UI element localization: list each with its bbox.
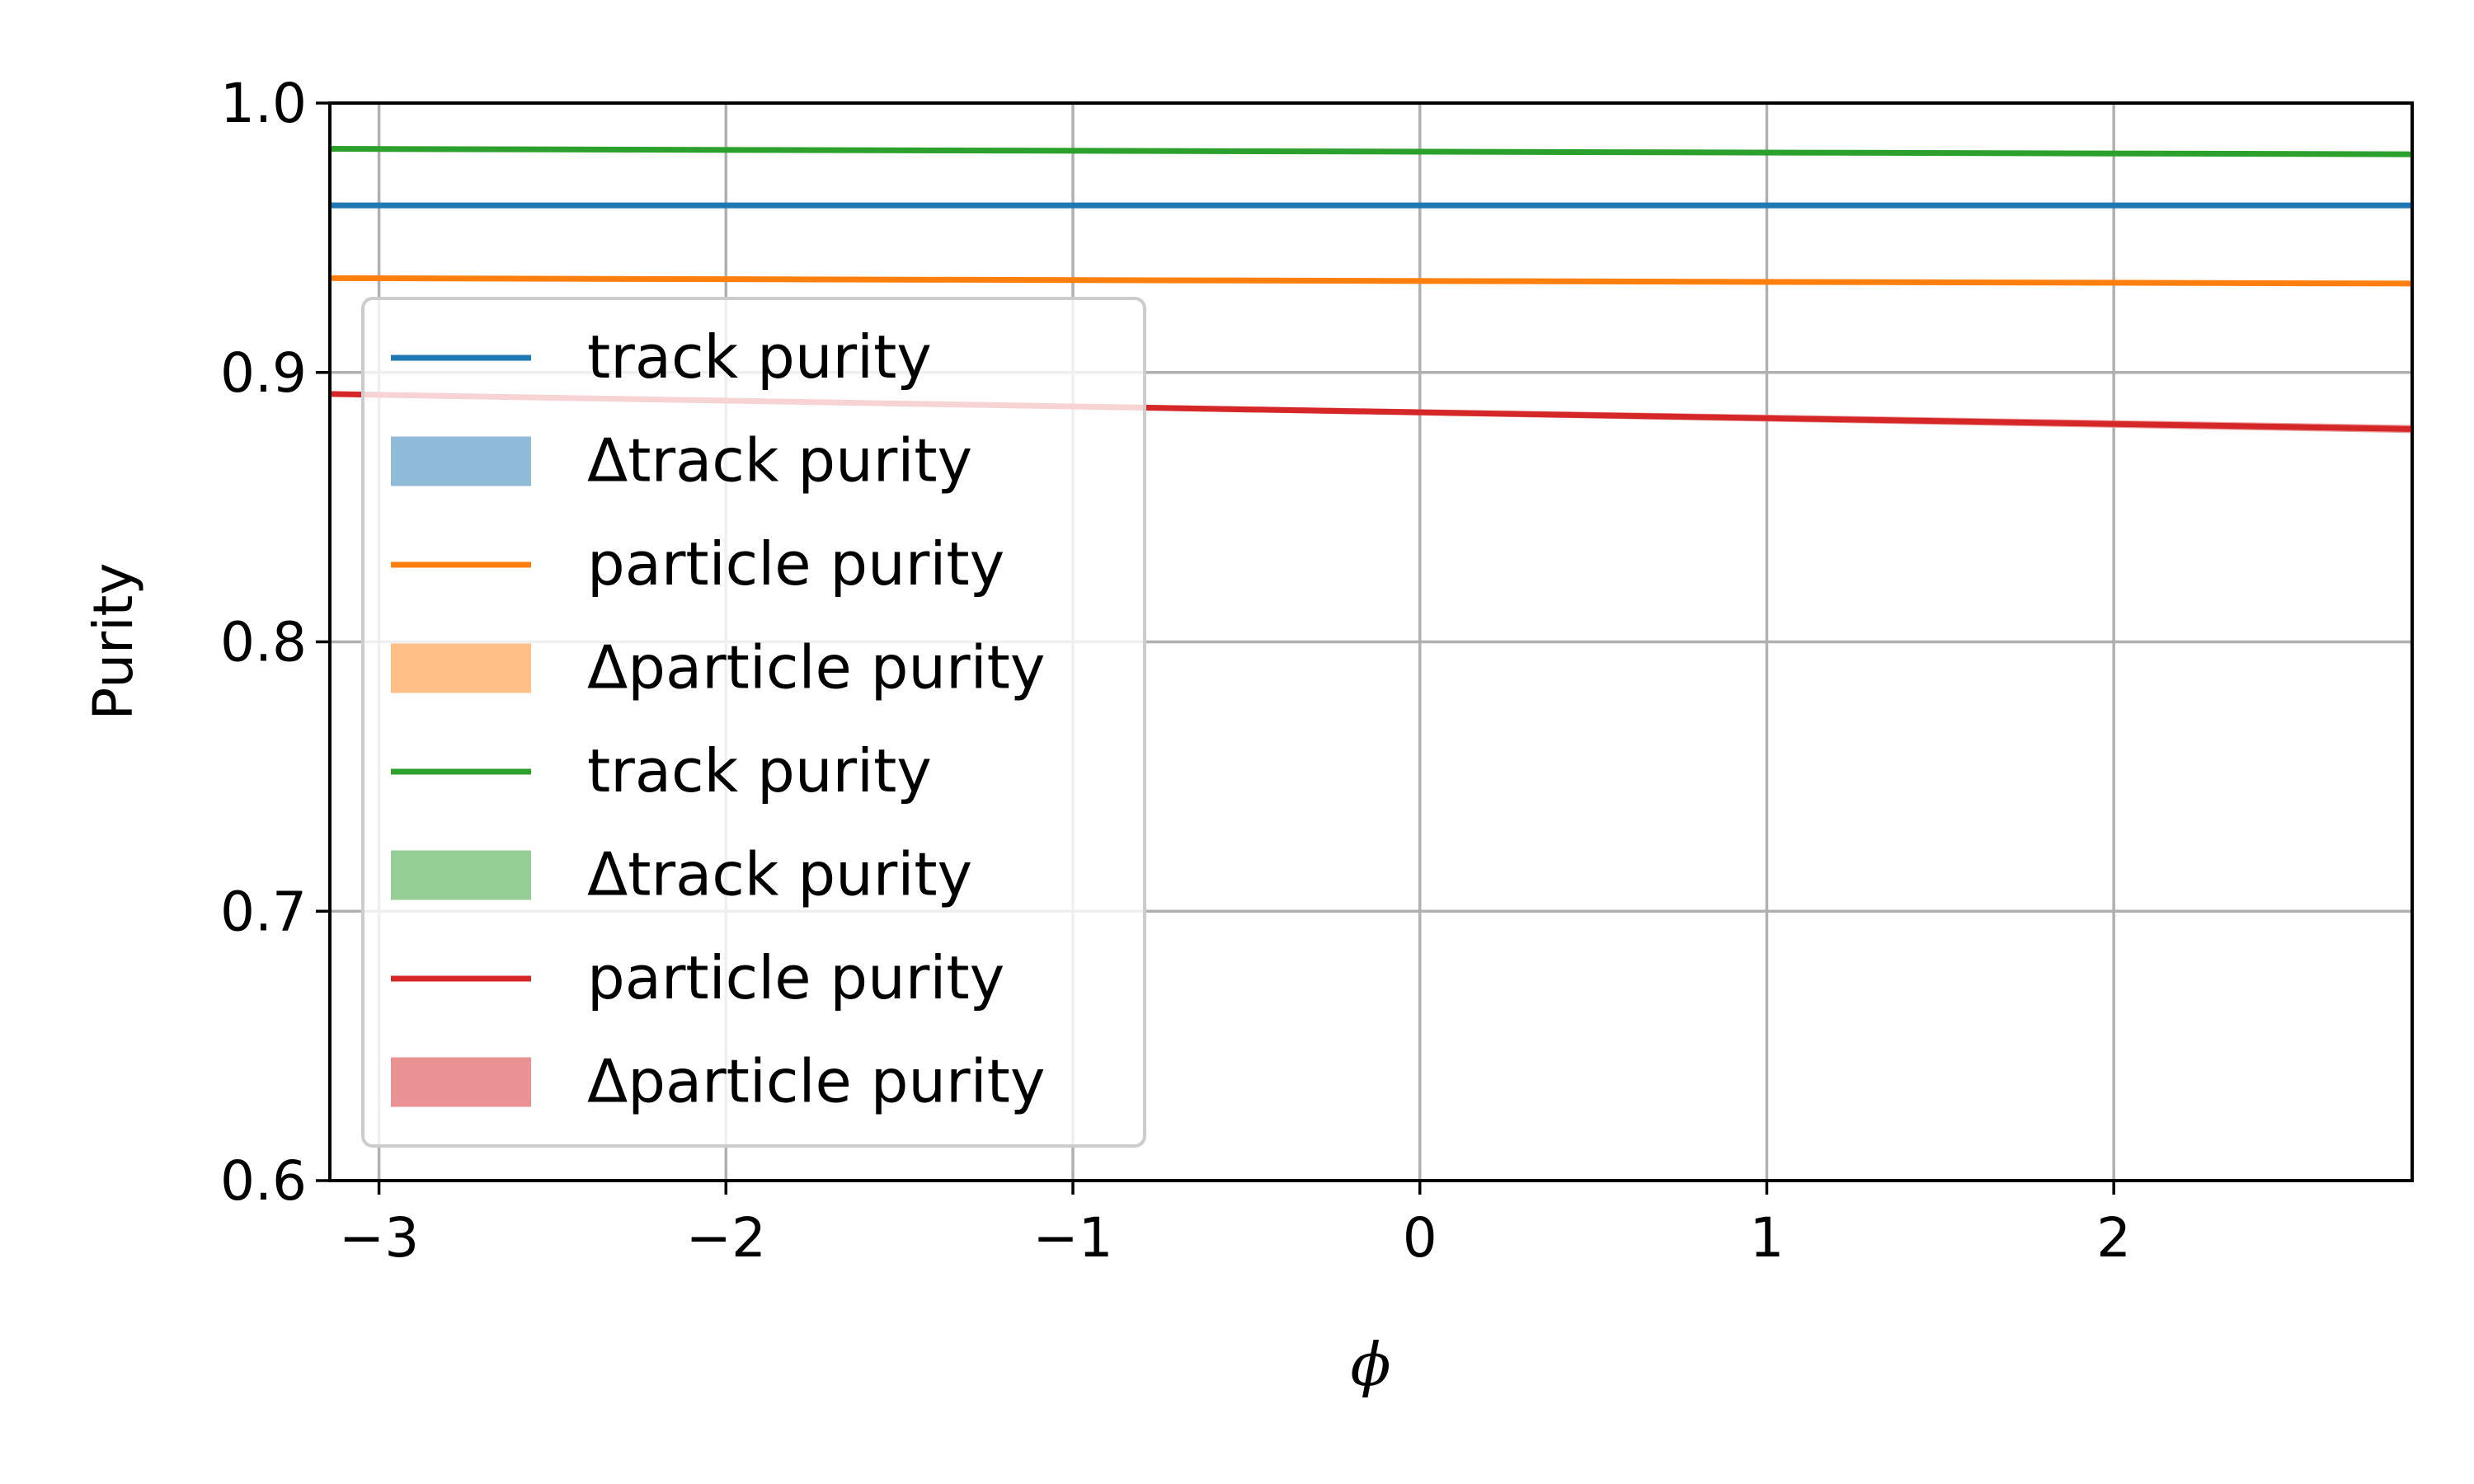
legend-band-swatch <box>391 643 531 693</box>
y-tick-label: 1.0 <box>220 72 307 135</box>
y-tick-label: 0.6 <box>220 1149 307 1213</box>
series-line-2 <box>329 146 2413 157</box>
legend-entry-label: track purity <box>587 322 932 392</box>
x-tick-label: −3 <box>339 1206 419 1270</box>
axis-ticks: −3 −2 −1 0 1 2 0.6 0.7 0.8 0.9 1.0 <box>220 72 2131 1270</box>
legend-entry-label: Δparticle purity <box>587 633 1045 702</box>
legend-entry-label: Δtrack purity <box>587 426 972 495</box>
x-tick-label: 2 <box>2096 1206 2131 1270</box>
y-tick-label: 0.8 <box>220 611 307 674</box>
legend-box <box>361 297 1146 1148</box>
legend-band-swatch <box>391 850 531 900</box>
x-tick-label: −2 <box>686 1206 766 1270</box>
x-tick-label: 1 <box>1749 1206 1784 1270</box>
legend: track purity Δtrack purity particle purity… <box>361 297 1146 1148</box>
legend-entry-label: particle purity <box>587 943 1004 1012</box>
x-tick-label: 0 <box>1403 1206 1437 1270</box>
legend-band-swatch <box>391 1057 531 1107</box>
legend-entry-label: Δtrack purity <box>587 840 972 909</box>
x-tick-label: −1 <box>1032 1206 1112 1270</box>
legend-entry-label: track purity <box>587 736 932 805</box>
legend-band-swatch <box>391 436 531 486</box>
y-axis-label: Purity <box>82 563 145 721</box>
x-axis-label: ϕ <box>1350 1330 1390 1399</box>
y-tick-label: 0.9 <box>220 341 307 405</box>
legend-entry-label: particle purity <box>587 529 1004 599</box>
legend-entry-label: Δparticle purity <box>587 1047 1045 1116</box>
y-tick-label: 0.7 <box>220 880 307 943</box>
series-line-1 <box>329 275 2413 287</box>
